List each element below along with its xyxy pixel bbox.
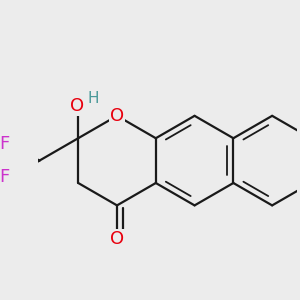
Text: F: F	[0, 168, 10, 186]
Text: O: O	[110, 107, 124, 125]
Text: F: F	[0, 136, 10, 154]
Text: O: O	[70, 97, 84, 115]
Text: H: H	[88, 92, 99, 106]
Text: O: O	[110, 230, 124, 248]
